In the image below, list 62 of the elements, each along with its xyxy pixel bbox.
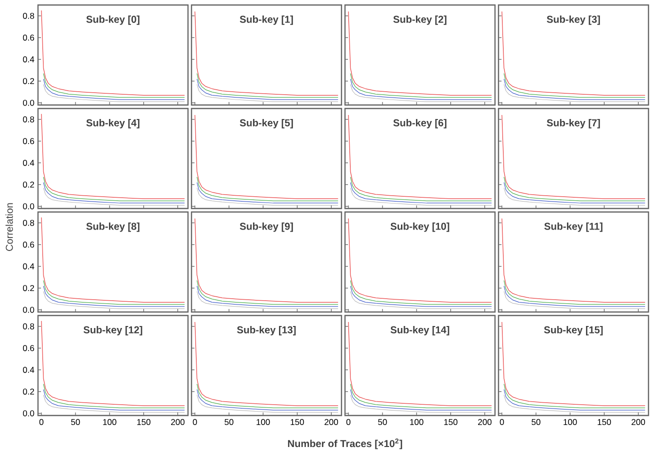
text: Sub-key [3] [546, 16, 600, 25]
y-tick-label: 0.8 [22, 323, 34, 330]
y-tick-label: 0.2 [22, 78, 34, 84]
x-axis-title: Number of Traces [×10$^{2}$] [288, 438, 402, 450]
x-tick-label: 200 [324, 419, 338, 426]
x-tick-label: 0 [500, 419, 504, 426]
y-tick-label: 0.6 [22, 34, 34, 41]
text: Sub-key [11] [544, 222, 602, 232]
text: Sub-key [5] [240, 119, 293, 128]
text: Sub-key [1] [240, 16, 293, 25]
y-tick-label: 0.4 [22, 263, 34, 270]
line-series [41, 114, 185, 199]
x-tick-label: 150 [137, 419, 150, 426]
text: Sub-key [7] [546, 119, 600, 128]
y-tick-label: 0.0 [22, 203, 34, 210]
y-tick-label: 0.4 [22, 160, 34, 166]
y-tick-label: 0.0 [22, 100, 34, 106]
y-tick-label: 0.4 [22, 56, 34, 62]
y-tick-label: 0.8 [22, 116, 34, 122]
text: Sub-key [12] [84, 326, 142, 336]
y-tick-label: 0.2 [22, 182, 34, 188]
text: Sub-key [0] [86, 16, 140, 25]
line-series [41, 10, 185, 96]
y-tick-label: 0.0 [22, 306, 34, 313]
x-tick-label: 50 [224, 419, 234, 426]
y-tick-label: 0.2 [22, 285, 34, 292]
line-series [41, 217, 185, 302]
x-tick-label: 150 [598, 419, 611, 426]
y-axis-title: Correlation [6, 203, 13, 251]
y-tick-label: 0.6 [22, 345, 34, 352]
x-tick-label: 150 [290, 419, 304, 426]
y-tick-label: 0.8 [22, 220, 34, 226]
x-tick-label: 0 [346, 419, 350, 426]
x-tick-label: 200 [632, 419, 646, 426]
y-tick-label: 0.2 [22, 388, 34, 395]
x-tick-label: 100 [410, 419, 424, 426]
x-tick-label: 50 [532, 419, 540, 426]
x-tick-label: 50 [71, 419, 80, 426]
text: Sub-key [10] [390, 222, 450, 232]
text: Sub-key [14] [390, 326, 450, 336]
text: Sub-key [9] [240, 222, 293, 232]
y-tick-label: 0.4 [22, 366, 34, 373]
text: Sub-key [15] [544, 326, 603, 336]
x-tick-label: 50 [378, 419, 387, 426]
x-tick-label: 150 [444, 419, 458, 426]
y-tick-label: 0.8 [22, 12, 34, 19]
x-tick-label: 100 [256, 419, 270, 426]
y-tick-label: 0.6 [22, 242, 34, 248]
text: Sub-key [8] [86, 222, 140, 232]
y-tick-label: 0.0 [22, 410, 34, 416]
x-tick-label: 0 [192, 419, 197, 426]
text: Sub-key [13] [237, 326, 296, 336]
x-tick-label: 100 [564, 419, 577, 426]
y-tick-label: 0.6 [22, 138, 34, 144]
x-tick-label: 100 [103, 419, 116, 426]
x-tick-label: 0 [39, 419, 44, 426]
text: Sub-key [6] [393, 119, 446, 128]
x-tick-label: 200 [478, 419, 492, 426]
line-series [41, 320, 185, 406]
text: Sub-key [2] [393, 16, 446, 25]
x-tick-label: 200 [171, 419, 185, 426]
text: Sub-key [4] [86, 119, 140, 128]
